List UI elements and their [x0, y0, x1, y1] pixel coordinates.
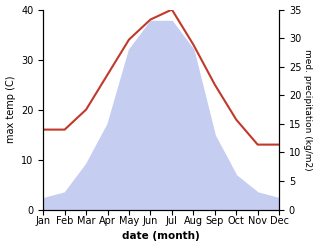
Y-axis label: med. precipitation (kg/m2): med. precipitation (kg/m2): [303, 49, 313, 170]
X-axis label: date (month): date (month): [122, 231, 200, 242]
Y-axis label: max temp (C): max temp (C): [5, 76, 16, 143]
